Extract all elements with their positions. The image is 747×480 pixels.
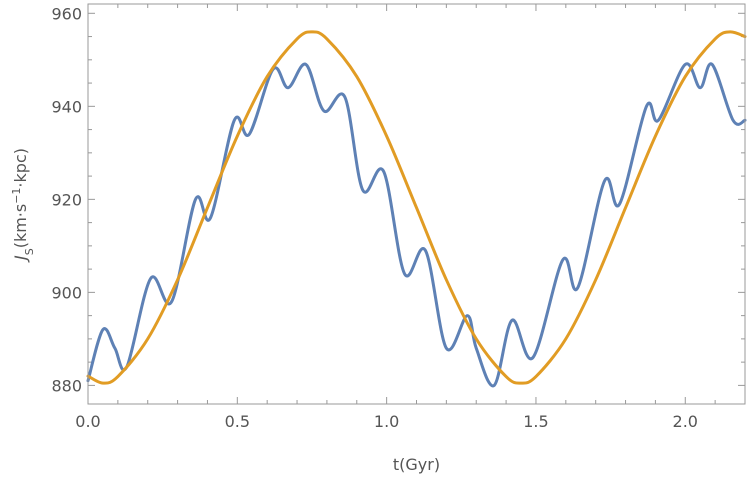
y-axis-label-superscript: −1	[10, 188, 23, 204]
y-tick-label: 900	[51, 283, 82, 302]
y-axis-ticks: 880 900 920 940 960	[51, 4, 745, 395]
plot-frame	[87, 3, 746, 405]
x-axis-ticks: 0.0 0.5 1.0 1.5 2.0	[75, 4, 716, 431]
y-tick-label: 940	[51, 97, 82, 116]
y-axis-label-main: J	[11, 255, 30, 263]
y-tick-label: 920	[51, 190, 82, 209]
x-tick-label: 2.0	[673, 412, 698, 431]
y-tick-label: 960	[51, 4, 82, 23]
y-axis-label-units: (km·s	[11, 204, 30, 249]
x-axis-label: t(Gyr)	[393, 455, 440, 474]
series-layer	[86, 30, 747, 388]
y-axis-label-units-end: ·kpc)	[11, 148, 30, 188]
x-tick-label: 0.0	[75, 412, 100, 431]
y-axis-label: JS(km·s−1·kpc)	[10, 148, 36, 263]
x-tick-label: 1.5	[523, 412, 548, 431]
x-tick-label: 1.0	[374, 412, 399, 431]
y-axis-label-subscript: S	[23, 248, 36, 255]
x-tick-label: 0.5	[225, 412, 250, 431]
series-line-oscillating	[86, 62, 747, 388]
y-tick-label: 880	[51, 376, 82, 395]
series-line-smooth	[86, 30, 747, 385]
